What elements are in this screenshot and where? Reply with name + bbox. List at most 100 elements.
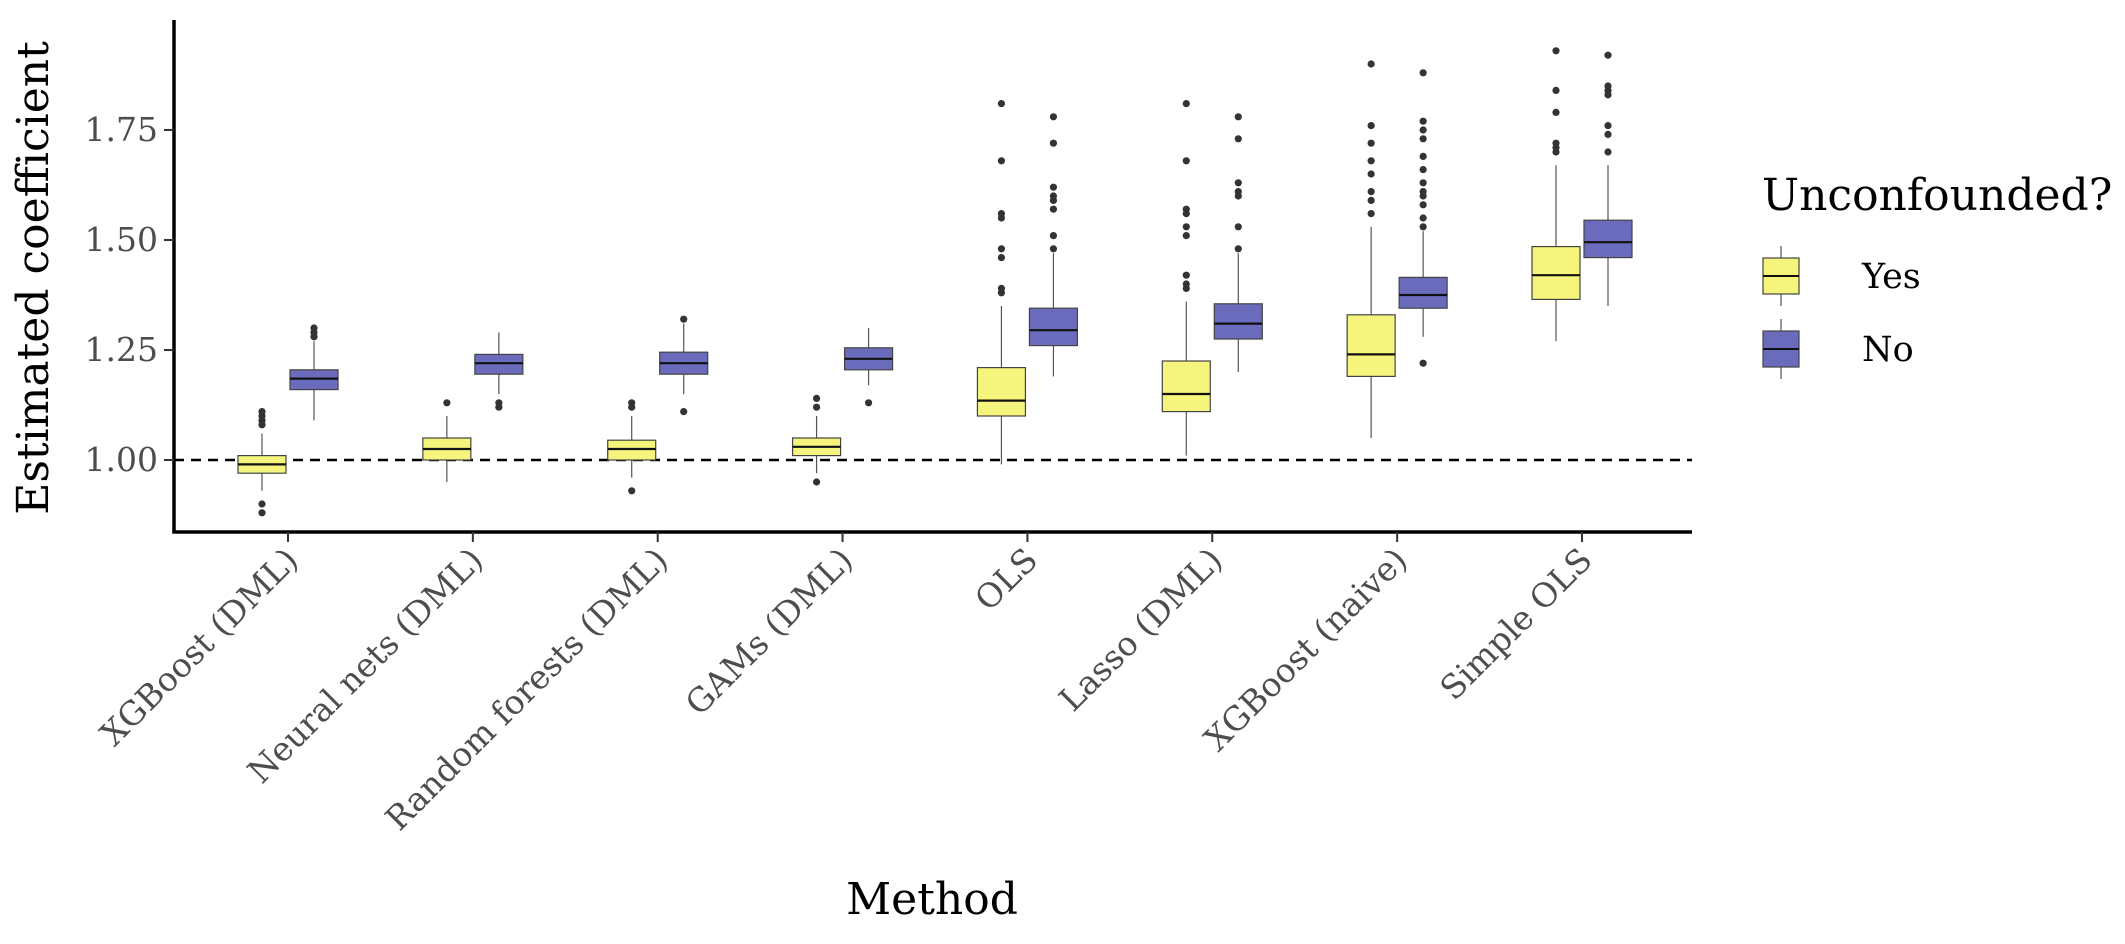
box-yes: [607, 399, 657, 495]
legend-entry-label: Yes: [1861, 257, 1921, 297]
y-tick-label: 1.50: [85, 220, 158, 259]
outlier-point: [1182, 205, 1190, 213]
outlier-point: [1419, 135, 1427, 143]
outlier-point: [1367, 196, 1375, 204]
box-body: [1531, 246, 1581, 301]
outlier-point: [1182, 157, 1190, 165]
outlier-point: [1367, 188, 1375, 196]
legend-entry-label: No: [1862, 330, 1914, 370]
legend-title: Unconfounded?: [1762, 170, 2112, 221]
outlier-point: [1367, 170, 1375, 178]
outlier-point: [1604, 148, 1612, 156]
box-no: [1028, 113, 1079, 377]
outlier-point: [997, 254, 1006, 262]
box-body: [1583, 219, 1633, 259]
outlier-point: [1367, 157, 1375, 165]
box-body: [1346, 314, 1396, 377]
legend-entries: Yes No: [1762, 246, 1921, 379]
outlier-point: [1182, 100, 1190, 108]
outlier-point: [997, 284, 1006, 292]
legend-entry-yes: Yes: [1762, 246, 1921, 306]
outlier-point: [1419, 126, 1427, 134]
y-axis-ticks: 1.00 1.25 1.50 1.75: [85, 110, 174, 479]
outlier-point: [1182, 280, 1190, 288]
series-no: [289, 51, 1633, 421]
outlier-point: [443, 399, 451, 407]
outlier-point: [997, 210, 1006, 218]
box-no: [1583, 51, 1633, 306]
box-yes: [237, 408, 287, 517]
outlier-point: [1182, 271, 1190, 279]
outlier-point: [1419, 152, 1427, 160]
outlier-point: [1234, 188, 1242, 196]
y-axis-title: Estimated coefficient: [8, 41, 59, 515]
outlier-point: [1234, 179, 1242, 187]
outlier-point: [1234, 135, 1242, 143]
outlier-point: [1604, 51, 1612, 59]
box-no: [289, 324, 339, 421]
outlier-point: [864, 399, 873, 407]
outlier-point: [1552, 139, 1560, 147]
outlier-point: [1419, 223, 1427, 231]
legend: Unconfounded? Yes No: [1762, 170, 2112, 379]
outlier-point: [310, 324, 318, 332]
box-yes: [1346, 60, 1396, 438]
outlier-point: [1419, 214, 1427, 222]
outlier-point: [812, 394, 821, 402]
legend-entry-no: No: [1762, 319, 1914, 379]
box-body: [976, 367, 1027, 417]
outlier-point: [680, 408, 688, 416]
outlier-point: [1234, 223, 1242, 231]
outlier-point: [997, 100, 1006, 108]
outlier-point: [1419, 179, 1427, 187]
outlier-point: [1182, 232, 1190, 240]
outlier-point: [1049, 232, 1058, 240]
outlier-point: [997, 245, 1006, 253]
outlier-point: [812, 403, 821, 411]
outlier-point: [1552, 47, 1560, 55]
outlier-point: [628, 399, 636, 407]
outlier-point: [1049, 245, 1058, 253]
box-no: [1398, 69, 1448, 367]
outlier-point: [1049, 113, 1058, 121]
outlier-point: [1552, 86, 1560, 94]
outlier-point: [1552, 108, 1560, 116]
outlier-point: [1049, 139, 1058, 147]
outlier-point: [258, 509, 266, 517]
outlier-point: [1419, 69, 1427, 77]
outlier-point: [1419, 117, 1427, 125]
outlier-point: [1367, 122, 1375, 130]
box-body: [1161, 360, 1211, 413]
outlier-point: [1049, 192, 1058, 200]
outlier-point: [812, 478, 821, 486]
box-yes: [791, 394, 842, 486]
outlier-point: [1604, 82, 1612, 90]
outlier-point: [1604, 130, 1612, 138]
outlier-point: [1182, 223, 1190, 231]
axes: [172, 20, 1692, 534]
box-no: [474, 332, 524, 411]
outlier-point: [1604, 122, 1612, 130]
outlier-point: [1049, 183, 1058, 191]
box-yes: [976, 100, 1027, 465]
outlier-point: [1367, 60, 1375, 68]
box-body: [1213, 303, 1263, 340]
x-axis-title: Method: [846, 874, 1018, 925]
box-body: [1028, 307, 1079, 347]
outlier-point: [1234, 113, 1242, 121]
box-body: [1398, 276, 1448, 309]
outlier-point: [1049, 205, 1058, 213]
outlier-point: [997, 157, 1006, 165]
series-yes: [237, 47, 1581, 517]
outlier-point: [1234, 245, 1242, 253]
outlier-point: [680, 315, 688, 323]
outlier-point: [1419, 166, 1427, 174]
box-no: [659, 315, 709, 416]
outlier-point: [1367, 210, 1375, 218]
box-yes: [422, 399, 472, 482]
outlier-point: [1419, 201, 1427, 209]
box-no: [843, 328, 894, 407]
outlier-point: [495, 403, 503, 411]
